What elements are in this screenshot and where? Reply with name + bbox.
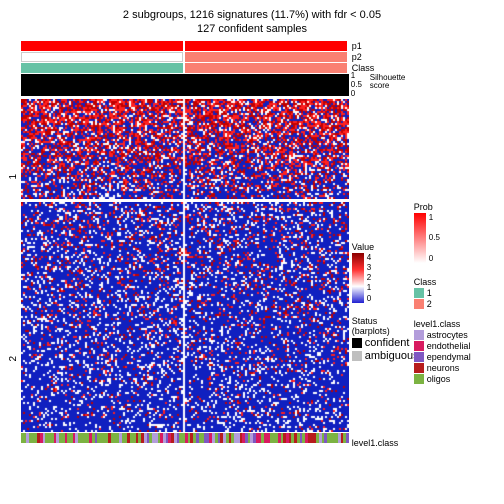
- prob-leg-title: Prob: [414, 202, 496, 212]
- track-p1: [21, 41, 349, 51]
- legend-swatch: [414, 299, 424, 309]
- legend-label: 1: [427, 288, 432, 298]
- title-line1: 2 subgroups, 1216 signatures (11.7%) wit…: [123, 9, 381, 21]
- prob-tick-1: 1: [429, 213, 440, 222]
- level1-leg-title: level1.class: [414, 319, 496, 329]
- prob-gradient: [414, 213, 426, 263]
- value-leg-title: Value: [352, 242, 412, 252]
- legend-item: astrocytes: [414, 330, 496, 340]
- value-tick-4: 4: [367, 253, 371, 262]
- legend-item: 2: [414, 299, 496, 309]
- legend-label: ambiguous: [365, 350, 419, 362]
- legend-label: neurons: [427, 363, 460, 373]
- silh-tick-1: 1: [349, 72, 355, 80]
- legend-swatch: [414, 352, 424, 362]
- legend-item: ependymal: [414, 352, 496, 362]
- legend-label: oligos: [427, 374, 451, 384]
- legend-item: oligos: [414, 374, 496, 384]
- legend-swatch: [414, 341, 424, 351]
- legend-swatch: [352, 351, 362, 361]
- legend-label: confident: [365, 337, 410, 349]
- legend-label: endothelial: [427, 341, 471, 351]
- legend-item: neurons: [414, 363, 496, 373]
- value-tick-3: 3: [367, 263, 371, 272]
- silh-tick-0: 0: [349, 90, 355, 98]
- ylabel-1: 1: [8, 87, 21, 267]
- legend-swatch: [414, 288, 424, 298]
- legend-item: ambiguous: [352, 350, 412, 362]
- heatmap-block-2: [21, 202, 349, 432]
- heatmap-block-1: [21, 99, 349, 199]
- label-class: Class: [352, 63, 412, 73]
- legend-item: confident: [352, 337, 412, 349]
- legends: Prob 1 0.5 0 Class 12 level1.class astro…: [412, 41, 496, 449]
- legend-item: 1: [414, 288, 496, 298]
- legend-swatch: [352, 338, 362, 348]
- y-axis: 1 2: [8, 41, 21, 449]
- plot-area: 1 0.5 0: [21, 41, 349, 449]
- track-class: [21, 63, 349, 73]
- value-gradient: [352, 253, 364, 303]
- label-p2: p2: [352, 52, 412, 62]
- track-labels: p1 p2 Class Silhouette score Value 4 3 2…: [349, 41, 412, 449]
- silh-tick-05: 0.5: [349, 81, 362, 89]
- ylabel-2: 2: [8, 269, 21, 449]
- track-p2: [21, 52, 349, 62]
- label-level1: level1.class: [352, 438, 412, 448]
- label-p1: p1: [352, 41, 412, 51]
- legend-swatch: [414, 374, 424, 384]
- level1-track: [21, 433, 349, 443]
- prob-tick-05: 0.5: [429, 233, 440, 242]
- title-line2: 127 confident samples: [197, 23, 307, 35]
- value-tick-1: 1: [367, 283, 371, 292]
- legend-label: ependymal: [427, 352, 471, 362]
- value-tick-2: 2: [367, 273, 371, 282]
- class-leg-title: Class: [414, 277, 496, 287]
- legend-item: endothelial: [414, 341, 496, 351]
- chart-title: 2 subgroups, 1216 signatures (11.7%) wit…: [8, 8, 496, 37]
- legend-swatch: [414, 363, 424, 373]
- legend-swatch: [414, 330, 424, 340]
- status-leg-title: Status (barplots): [352, 316, 412, 336]
- legend-label: astrocytes: [427, 330, 468, 340]
- silhouette-track: 1 0.5 0: [21, 74, 349, 96]
- prob-tick-0: 0: [429, 254, 440, 263]
- value-tick-0: 0: [367, 294, 371, 303]
- legend-label: 2: [427, 299, 432, 309]
